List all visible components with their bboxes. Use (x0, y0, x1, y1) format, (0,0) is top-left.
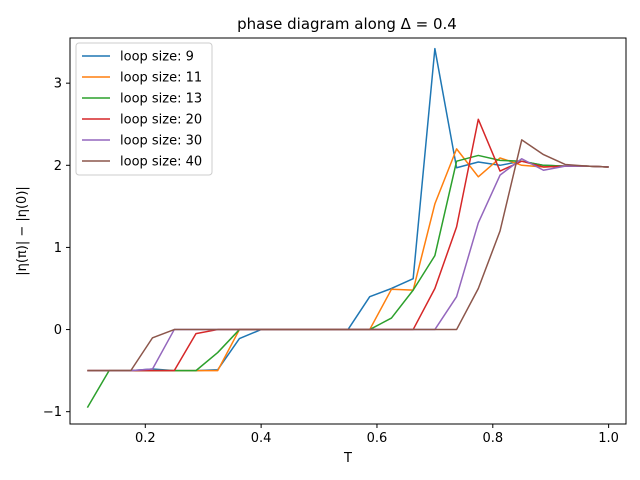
series-layer (86, 47, 609, 408)
x-tick-label: 0.8 (482, 431, 503, 446)
plot-frame (69, 37, 627, 425)
x-tick-label: 0.4 (251, 431, 272, 446)
x-tick-label: 0.2 (135, 431, 156, 446)
ticks-layer: 0.2 0.4 0.6 0.8 1.0 −1 0 1 2 3 (43, 77, 619, 446)
legend-frame (75, 42, 213, 176)
y-tick-label: 1 (54, 241, 62, 256)
y-tick-label: −1 (43, 405, 62, 420)
series-line-5 (87, 139, 609, 372)
legend-label-2: loop size: 13 (120, 92, 202, 107)
y-tick-label: 0 (54, 323, 62, 338)
legend-label-1: loop size: 11 (120, 71, 202, 86)
y-axis-label: |η(π)| − |η(0)| (15, 186, 30, 276)
x-tick-label: 1.0 (598, 431, 619, 446)
x-axis-label: T (343, 451, 352, 466)
legend-label-4: loop size: 30 (120, 134, 202, 149)
legend: loop size: 9 loop size: 11 loop size: 13 lo… (75, 42, 213, 176)
x-tick-label: 0.6 (367, 431, 388, 446)
chart-title: phase diagram along Δ = 0.4 (237, 15, 457, 33)
legend-label-0: loop size: 9 (120, 50, 194, 65)
legend-label-3: loop size: 20 (120, 113, 202, 128)
y-tick-label: 3 (54, 77, 62, 92)
y-tick-label: 2 (54, 159, 62, 174)
legend-label-5: loop size: 40 (120, 155, 202, 170)
